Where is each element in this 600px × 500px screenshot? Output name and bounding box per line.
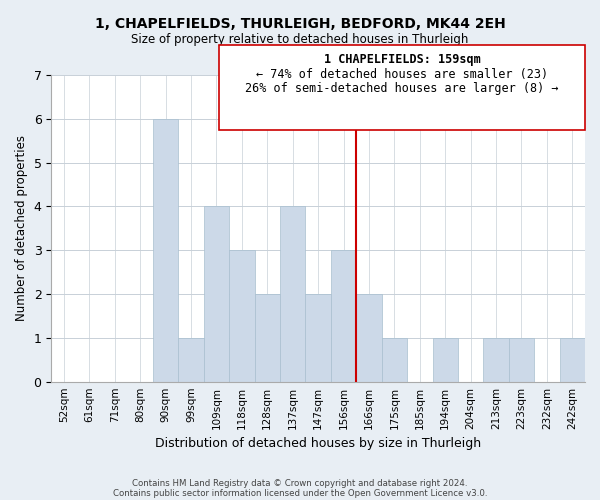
Bar [254, 294, 280, 382]
Bar [280, 206, 305, 382]
Bar [305, 294, 331, 382]
Bar [484, 338, 509, 382]
Bar [560, 338, 585, 382]
Text: Contains HM Land Registry data © Crown copyright and database right 2024.: Contains HM Land Registry data © Crown c… [132, 478, 468, 488]
Text: 26% of semi-detached houses are larger (8) →: 26% of semi-detached houses are larger (… [245, 82, 559, 96]
Bar [382, 338, 407, 382]
Bar [204, 206, 229, 382]
Bar [229, 250, 254, 382]
Text: 1 CHAPELFIELDS: 159sqm: 1 CHAPELFIELDS: 159sqm [324, 54, 481, 66]
Bar [509, 338, 534, 382]
Bar [178, 338, 204, 382]
Y-axis label: Number of detached properties: Number of detached properties [15, 136, 28, 322]
Bar [433, 338, 458, 382]
Text: Contains public sector information licensed under the Open Government Licence v3: Contains public sector information licen… [113, 488, 487, 498]
X-axis label: Distribution of detached houses by size in Thurleigh: Distribution of detached houses by size … [155, 437, 481, 450]
Bar [153, 119, 178, 382]
Bar [331, 250, 356, 382]
Text: 1, CHAPELFIELDS, THURLEIGH, BEDFORD, MK44 2EH: 1, CHAPELFIELDS, THURLEIGH, BEDFORD, MK4… [95, 18, 505, 32]
Text: ← 74% of detached houses are smaller (23): ← 74% of detached houses are smaller (23… [256, 68, 548, 82]
Bar [356, 294, 382, 382]
Text: Size of property relative to detached houses in Thurleigh: Size of property relative to detached ho… [131, 32, 469, 46]
